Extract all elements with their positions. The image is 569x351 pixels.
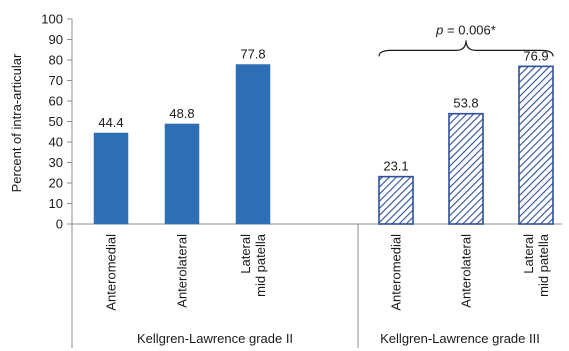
bar xyxy=(164,123,200,225)
axes: 0 10 20 30 40 50 60 70 80 90 100 xyxy=(41,12,562,348)
category-label: Anteromedial xyxy=(104,234,119,311)
p-value-symbol: p xyxy=(435,22,443,37)
y-tick-label: 90 xyxy=(49,32,63,47)
category-label: Anterolateral xyxy=(175,234,190,308)
y-tick-label: 70 xyxy=(49,73,63,88)
y-tick-label: 10 xyxy=(49,196,63,211)
y-tick-label: 50 xyxy=(49,114,63,129)
significance-brace xyxy=(378,40,554,57)
category-label: mid patella xyxy=(253,233,268,297)
data-label: 77.8 xyxy=(240,47,265,62)
bar xyxy=(448,112,484,225)
group-label: Kellgren-Lawrence grade III xyxy=(380,331,540,346)
group-label: Kellgren-Lawrence grade II xyxy=(137,331,293,346)
bars-layer xyxy=(93,64,554,225)
p-value-annotation: p = 0.006* xyxy=(435,22,496,37)
y-tick-label: 20 xyxy=(49,176,63,191)
bar xyxy=(235,64,271,225)
y-tick-label: 80 xyxy=(49,53,63,68)
data-label: 76.9 xyxy=(523,48,548,63)
category-label: Anterolateral xyxy=(459,234,474,308)
bar xyxy=(93,132,129,225)
data-label: 53.8 xyxy=(453,96,478,111)
category-label: mid patella xyxy=(536,233,551,297)
y-tick-label: 60 xyxy=(49,94,63,109)
y-tick-label: 0 xyxy=(56,217,63,232)
category-label: Lateral xyxy=(238,234,253,274)
y-tick-label: 100 xyxy=(41,12,63,27)
y-axis-title: Percent of intra-articular xyxy=(9,53,24,192)
data-label: 48.8 xyxy=(169,106,194,121)
p-value-text: = 0.006* xyxy=(443,22,495,37)
y-tick-label: 30 xyxy=(49,155,63,170)
data-label: 44.4 xyxy=(98,115,123,130)
bar xyxy=(378,175,414,225)
labels-layer: 44.4 Anteromedial 48.8 Anterolateral 77.8 Lat… xyxy=(98,22,554,346)
bar xyxy=(518,65,554,225)
y-tick-label: 40 xyxy=(49,135,63,150)
category-label: Lateral xyxy=(521,234,536,274)
category-label: Anteromedial xyxy=(389,234,404,311)
data-label: 23.1 xyxy=(383,159,408,174)
